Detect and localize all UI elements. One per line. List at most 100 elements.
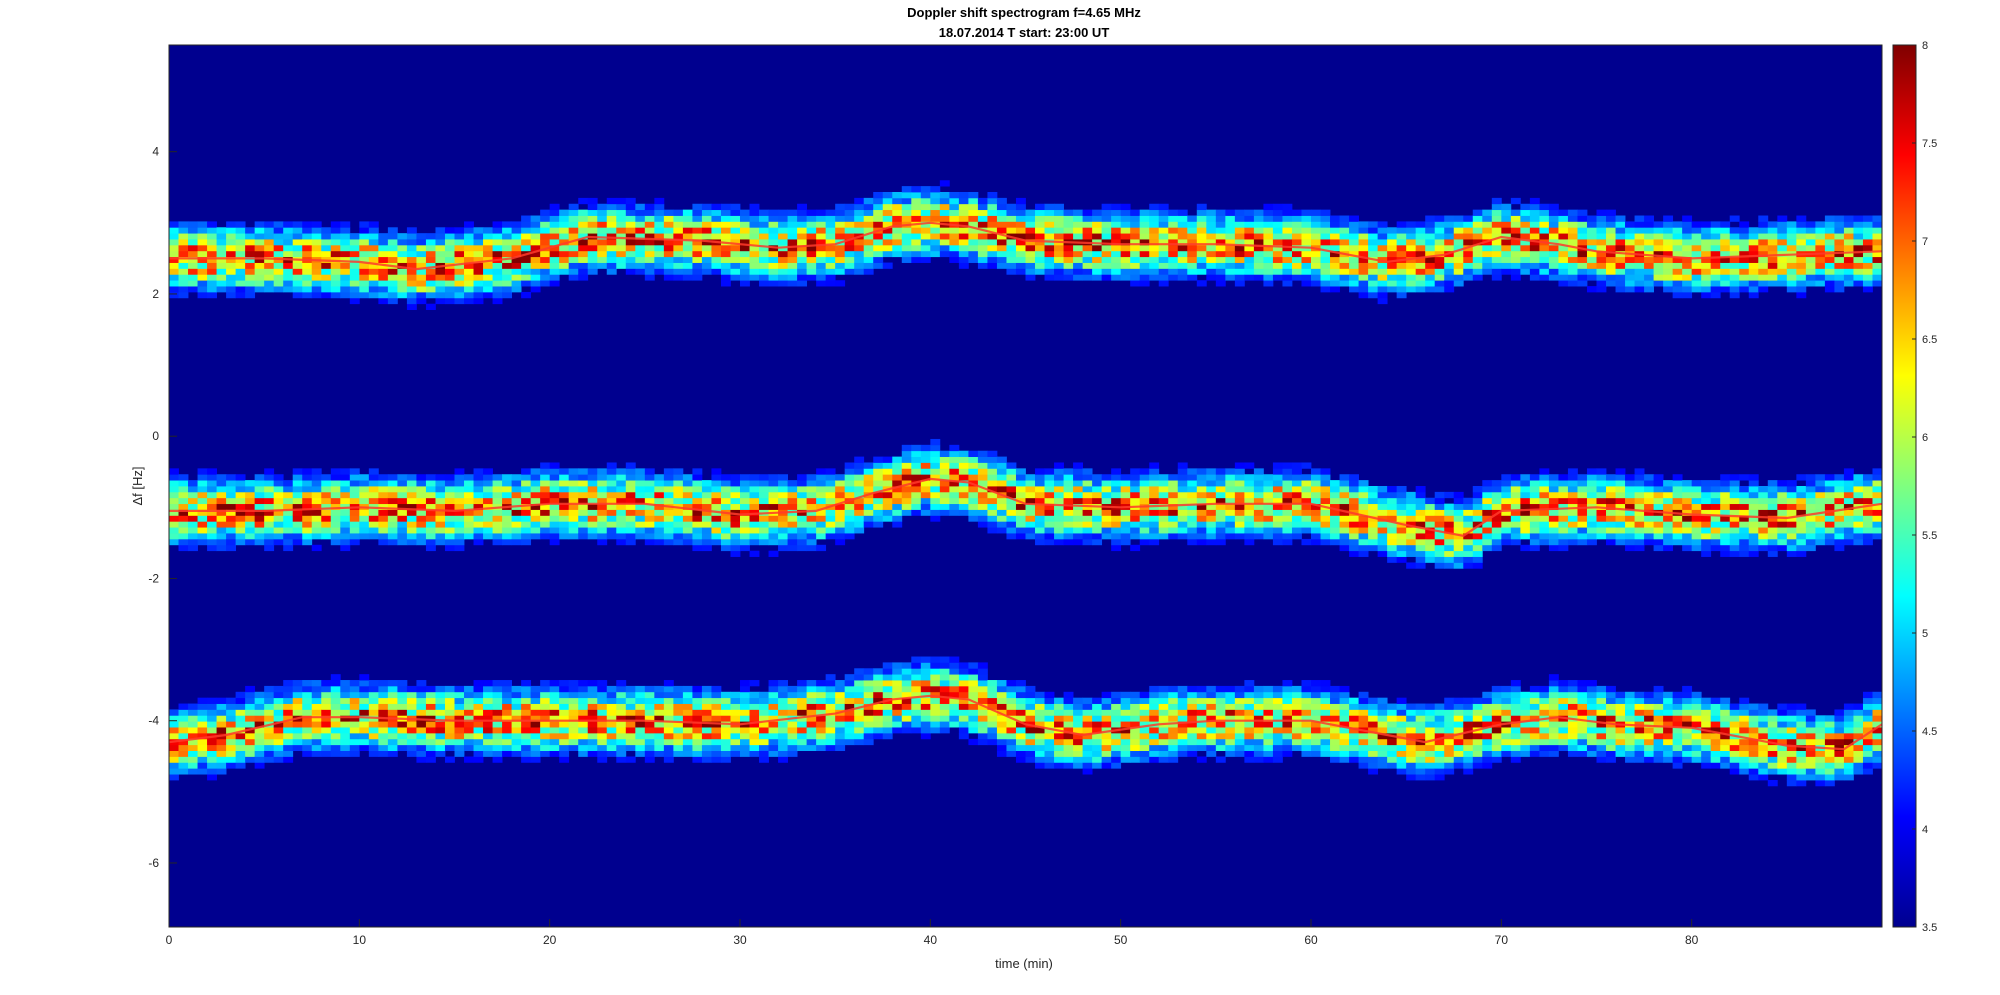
heatmap-cell	[1330, 732, 1340, 740]
heatmap-cell	[178, 727, 189, 734]
heatmap-cell	[682, 538, 693, 546]
heatmap-cell	[1054, 462, 1064, 469]
heatmap-cell	[368, 286, 379, 293]
heatmap-cell	[1187, 738, 1198, 746]
heatmap-cell	[1044, 697, 1055, 704]
heatmap-cell	[1035, 503, 1045, 510]
heatmap-cell	[787, 732, 798, 740]
heatmap-cell	[1054, 244, 1064, 252]
heatmap-cell	[207, 515, 217, 522]
heatmap-cell	[1196, 221, 1207, 228]
heatmap-cell	[1054, 274, 1064, 281]
heatmap-cell	[568, 727, 579, 734]
heatmap-cell	[302, 533, 313, 540]
heatmap-cell	[521, 233, 532, 240]
heatmap-cell	[1168, 744, 1179, 751]
heatmap-cell	[197, 221, 208, 228]
heatmap-cell	[473, 286, 484, 293]
heatmap-cell	[464, 691, 474, 699]
heatmap-cell	[1415, 556, 1426, 563]
heatmap-cell	[1244, 680, 1255, 687]
heatmap-cell	[1006, 527, 1017, 534]
heatmap-cell	[711, 697, 722, 704]
heatmap-cell	[1320, 244, 1331, 252]
heatmap-cell	[958, 662, 969, 669]
heatmap-cell	[911, 250, 922, 258]
heatmap-cell	[1063, 503, 1074, 510]
heatmap-cell	[949, 450, 960, 457]
heatmap-cell	[759, 756, 769, 763]
heatmap-cell	[616, 203, 627, 211]
heatmap-cell	[635, 732, 646, 740]
heatmap-cell	[1339, 274, 1350, 281]
heatmap-cell	[1234, 750, 1245, 757]
heatmap-cell	[692, 756, 703, 763]
heatmap-cell	[1168, 515, 1179, 522]
heatmap-cell	[1368, 527, 1379, 534]
heatmap-cell	[1272, 221, 1283, 228]
heatmap-cell	[1225, 209, 1236, 216]
heatmap-cell	[416, 515, 427, 522]
heatmap-cell	[778, 480, 788, 487]
heatmap-cell	[749, 550, 760, 557]
heatmap-cell	[854, 262, 865, 269]
heatmap-cell	[349, 274, 360, 281]
heatmap-cell	[1149, 262, 1160, 269]
heatmap-cell	[606, 685, 617, 693]
heatmap-cell	[1092, 538, 1103, 546]
heatmap-cell	[311, 491, 322, 499]
heatmap-cell	[968, 685, 979, 693]
heatmap-cell	[1253, 503, 1264, 510]
heatmap-cell	[359, 250, 370, 258]
heatmap-cell	[1311, 533, 1321, 540]
heatmap-cell	[616, 533, 627, 540]
heatmap-cell	[226, 703, 237, 710]
heatmap-cell	[816, 486, 827, 493]
heatmap-cell	[1149, 239, 1160, 246]
heatmap-cell	[606, 715, 617, 722]
heatmap-cell	[1177, 244, 1188, 252]
heatmap-cell	[1025, 209, 1036, 216]
heatmap-cell	[1415, 497, 1426, 505]
heatmap-cell	[663, 732, 674, 740]
heatmap-cell	[920, 668, 931, 675]
heatmap-cell	[1291, 497, 1302, 505]
heatmap-cell	[835, 715, 846, 722]
heatmap-cell	[1311, 268, 1321, 275]
heatmap-cell	[235, 256, 246, 263]
heatmap-cell	[701, 756, 712, 763]
heatmap-cell	[1063, 697, 1074, 704]
heatmap-cell	[692, 274, 703, 281]
heatmap-cell	[387, 697, 398, 704]
heatmap-cell	[559, 209, 570, 216]
heatmap-cell	[759, 721, 769, 728]
heatmap-cell	[1073, 491, 1083, 499]
heatmap-cell	[635, 497, 646, 505]
heatmap-cell	[425, 274, 436, 281]
heatmap-cell	[749, 709, 760, 716]
heatmap-cell	[682, 268, 693, 275]
heatmap-cell	[1111, 756, 1122, 763]
heatmap-cell	[492, 697, 503, 704]
heatmap-cell	[768, 268, 779, 275]
heatmap-cell	[188, 768, 198, 775]
heatmap-cell	[1387, 703, 1398, 710]
heatmap-cell	[759, 239, 769, 246]
heatmap-cell	[835, 244, 846, 252]
heatmap-cell	[169, 709, 179, 716]
heatmap-cell	[663, 239, 674, 246]
heatmap-cell	[835, 527, 846, 534]
heatmap-cell	[1025, 744, 1036, 751]
heatmap-cell	[1406, 768, 1417, 775]
heatmap-cell	[958, 456, 969, 463]
heatmap-cell	[1025, 732, 1036, 740]
heatmap-cell	[302, 239, 313, 246]
heatmap-cell	[911, 685, 922, 693]
heatmap-cell	[483, 244, 493, 252]
heatmap-cell	[197, 256, 208, 263]
heatmap-cell	[1149, 697, 1160, 704]
heatmap-cell	[835, 521, 846, 528]
heatmap-cell	[749, 227, 760, 234]
heatmap-cell	[435, 503, 446, 510]
heatmap-cell	[1368, 286, 1379, 293]
